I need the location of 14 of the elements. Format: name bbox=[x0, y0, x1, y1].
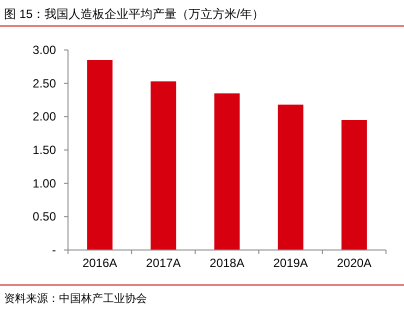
x-tick-label: 2020A bbox=[336, 256, 372, 270]
y-tick-label: 1.00 bbox=[32, 176, 56, 190]
x-tick-label: 2016A bbox=[82, 256, 118, 270]
y-tick-label: - bbox=[52, 243, 56, 257]
y-tick-label: 0.50 bbox=[32, 210, 56, 224]
text: 资料来源：中国林产工业协会 bbox=[4, 292, 147, 305]
x-tick-label: 2017A bbox=[146, 256, 181, 270]
y-tick-label: 3.00 bbox=[32, 43, 56, 57]
title: 图 15：我国人造板企业平均产量（万立方米/年） bbox=[4, 7, 264, 21]
x-tick-label: 2018A bbox=[210, 256, 244, 270]
y-tick-label: 2.50 bbox=[32, 76, 56, 90]
x-tick-label: 2019A bbox=[273, 256, 308, 270]
y-tick-label: 2.00 bbox=[32, 110, 56, 124]
y-tick-label: 1.50 bbox=[32, 143, 56, 157]
